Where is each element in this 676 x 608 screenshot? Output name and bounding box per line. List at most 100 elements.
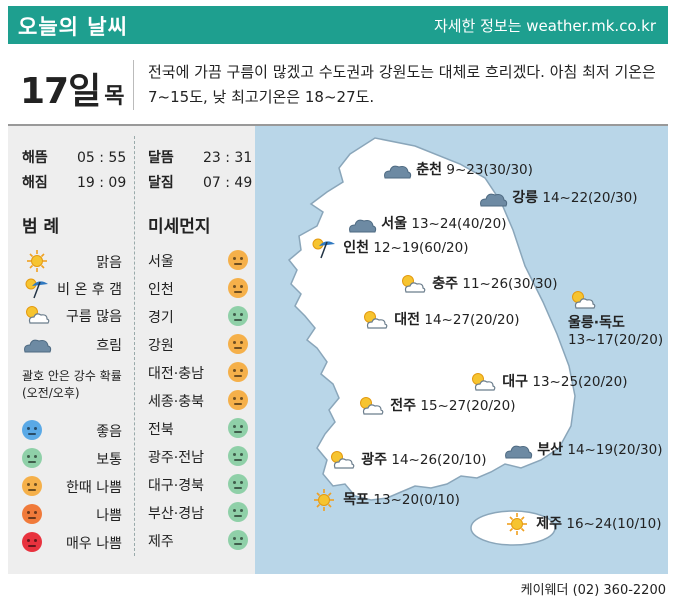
city-name: 대전: [394, 312, 421, 328]
very-bad-face-icon: [22, 532, 42, 552]
sunset-time: 19 : 09: [77, 175, 127, 191]
city-rain: (20/20): [578, 374, 628, 390]
cloud-icon: [349, 219, 377, 233]
sun-cloud-icon: [364, 311, 388, 329]
city-forecast: 서울 13~24(40/20): [347, 212, 506, 236]
sunrise-label: 해뜸: [22, 150, 48, 166]
footer-contact: 케이웨더 (02) 360-2200: [520, 583, 666, 598]
city-name: 울릉·독도: [568, 315, 625, 331]
level-bad: 나쁨: [22, 502, 122, 526]
city-rain: (30/30): [483, 162, 533, 178]
level-label: 보통: [96, 452, 122, 468]
city-temp: 9~23: [446, 162, 484, 178]
dust-region-name: 경기: [148, 310, 174, 326]
cloud-icon: [24, 339, 52, 353]
date-day: 17일: [20, 71, 101, 112]
dust-level-face-icon: [228, 530, 248, 550]
city-name: 목포: [343, 492, 370, 508]
city-forecast: 목포 13~20(0/10): [309, 488, 460, 512]
sun-cloud-icon: [402, 275, 426, 293]
dust-level-face-icon: [228, 502, 248, 522]
city-name: 대구: [502, 374, 529, 390]
moonrise-label: 달뜸: [148, 150, 174, 166]
legend-label: 구름 많음: [66, 309, 122, 325]
legend-item-mostly-cloudy: 구름 많음: [22, 302, 122, 328]
normal-face-icon: [22, 448, 42, 468]
level-label: 매우 나쁨: [66, 536, 122, 552]
city-forecast: 광주 14~26(20/10): [327, 448, 486, 472]
city-name: 충주: [432, 276, 459, 292]
dust-region-row: 전북: [148, 416, 248, 440]
dust-level-face-icon: [228, 418, 248, 438]
dust-region-row: 광주·전남: [148, 444, 248, 468]
city-rain: (20/30): [588, 190, 638, 206]
sun-cloud-icon: [472, 373, 496, 391]
city-forecast: 제주 16~24(10/10): [502, 512, 661, 536]
city-name: 인천: [343, 240, 370, 256]
city-forecast: 부산 14~19(20/30): [503, 438, 662, 462]
city-temp: 13~17: [568, 332, 614, 348]
level-label: 나쁨: [96, 508, 122, 524]
sun-icon: [507, 513, 527, 535]
dust-level-face-icon: [228, 278, 248, 298]
date-weekday: 목: [104, 84, 125, 109]
dust-region-row: 강원: [148, 332, 248, 356]
dust-region-row: 인천: [148, 276, 248, 300]
dust-level-face-icon: [228, 334, 248, 354]
city-temp: 12~19: [373, 240, 420, 256]
dust-region-row: 경기: [148, 304, 248, 328]
cloud-icon: [480, 193, 508, 207]
dust-region-row: 제주: [148, 528, 248, 552]
city-rain: (20/20): [470, 312, 520, 328]
legend-label: 비 온 후 갬: [57, 282, 122, 298]
dust-title: 미세먼지: [148, 217, 211, 237]
dust-region-row: 대전·충남: [148, 360, 248, 384]
city-name: 제주: [536, 516, 563, 532]
city-rain: (30/30): [508, 276, 558, 292]
city-rain: (60/20): [419, 240, 469, 256]
moonset-label: 달짐: [148, 175, 174, 191]
dust-region-name: 서울: [148, 254, 174, 270]
dust-region-name: 전북: [148, 422, 174, 438]
level-good: 좋음: [22, 418, 122, 442]
dust-region-row: 대구·경북: [148, 472, 248, 496]
header-bar: 오늘의 날씨 자세한 정보는 weather.mk.co.kr: [8, 6, 668, 44]
level-label: 좋음: [96, 424, 122, 440]
sunrise-time: 05 : 55: [77, 150, 127, 166]
city-forecast: 강릉 14~22(20/30): [478, 186, 637, 210]
city-temp: 16~24: [566, 516, 613, 532]
dust-region-name: 대전·충남: [148, 366, 204, 382]
city-temp: 13~25: [532, 374, 579, 390]
sun-cloud-icon: [331, 451, 355, 469]
dust-region-name: 제주: [148, 534, 174, 550]
sunset-row: 해짐 19 : 09: [22, 172, 126, 192]
city-rain: (20/30): [613, 442, 663, 458]
dust-region-name: 세종·충북: [148, 394, 204, 410]
dust-region-row: 부산·경남: [148, 500, 248, 524]
cloud-icon: [505, 445, 533, 459]
cloud-icon: [384, 165, 412, 179]
city-rain: (20/10): [437, 452, 487, 468]
city-temp: 14~22: [542, 190, 589, 206]
moonset-time: 07 : 49: [203, 175, 253, 191]
dust-region-row: 서울: [148, 248, 248, 272]
dust-level-face-icon: [228, 306, 248, 326]
city-rain: (20/20): [466, 398, 516, 414]
city-forecast: 충주 11~26(30/30): [398, 272, 557, 296]
moonset-row: 달짐 07 : 49: [148, 172, 252, 192]
city-forecast: 인천 12~19(60/20): [309, 236, 468, 260]
city-forecast: 춘천 9~23(30/30): [382, 158, 533, 182]
city-forecast: 전주 15~27(20/20): [356, 394, 515, 418]
level-normal: 보통: [22, 446, 122, 470]
dust-region-row: 세종·충북: [148, 388, 248, 412]
dust-level-face-icon: [228, 362, 248, 382]
page-title: 오늘의 날씨: [18, 15, 128, 39]
city-temp: 11~26: [462, 276, 509, 292]
source-link[interactable]: 자세한 정보는 weather.mk.co.kr: [433, 17, 656, 35]
legend-title: 범 례: [22, 217, 60, 237]
sun-cloud-icon: [360, 397, 384, 415]
dust-level-face-icon: [228, 250, 248, 270]
legend-item-clear: 맑음: [22, 248, 122, 274]
dust-region-name: 강원: [148, 338, 174, 354]
legend-label: 흐림: [96, 338, 122, 354]
